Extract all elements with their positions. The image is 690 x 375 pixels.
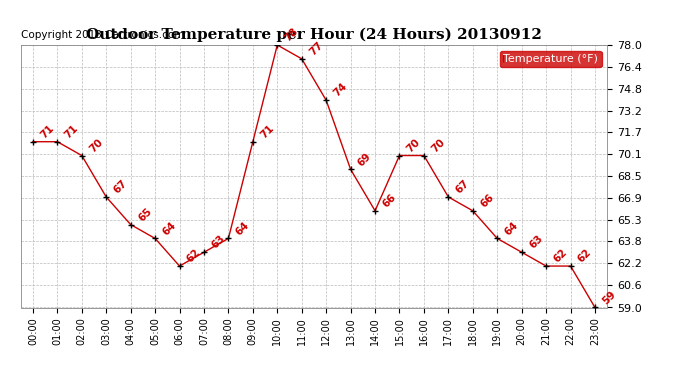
- Title: Outdoor Temperature per Hour (24 Hours) 20130912: Outdoor Temperature per Hour (24 Hours) …: [86, 28, 542, 42]
- Text: 64: 64: [234, 220, 251, 237]
- Text: 71: 71: [259, 123, 276, 140]
- Text: 63: 63: [210, 234, 227, 251]
- Text: 62: 62: [185, 248, 202, 265]
- Text: 71: 71: [39, 123, 56, 140]
- Text: 64: 64: [161, 220, 178, 237]
- Text: 77: 77: [307, 40, 325, 57]
- Text: 65: 65: [136, 206, 154, 223]
- Text: 63: 63: [527, 234, 544, 251]
- Text: 59: 59: [600, 289, 618, 306]
- Text: 64: 64: [503, 220, 520, 237]
- Text: 74: 74: [332, 81, 349, 99]
- Text: 70: 70: [429, 137, 447, 154]
- Text: 66: 66: [381, 192, 398, 209]
- Text: 67: 67: [112, 178, 129, 196]
- Text: 71: 71: [63, 123, 80, 140]
- Text: 69: 69: [356, 151, 373, 168]
- Text: Copyright 2013 Cartronics.com: Copyright 2013 Cartronics.com: [21, 30, 184, 40]
- Text: 62: 62: [576, 248, 593, 265]
- Text: 70: 70: [88, 137, 105, 154]
- Text: 66: 66: [478, 192, 495, 209]
- Text: 70: 70: [405, 137, 422, 154]
- Text: 67: 67: [454, 178, 471, 196]
- Text: 62: 62: [552, 248, 569, 265]
- Text: 78: 78: [283, 26, 300, 44]
- Legend: Temperature (°F): Temperature (°F): [500, 51, 602, 67]
